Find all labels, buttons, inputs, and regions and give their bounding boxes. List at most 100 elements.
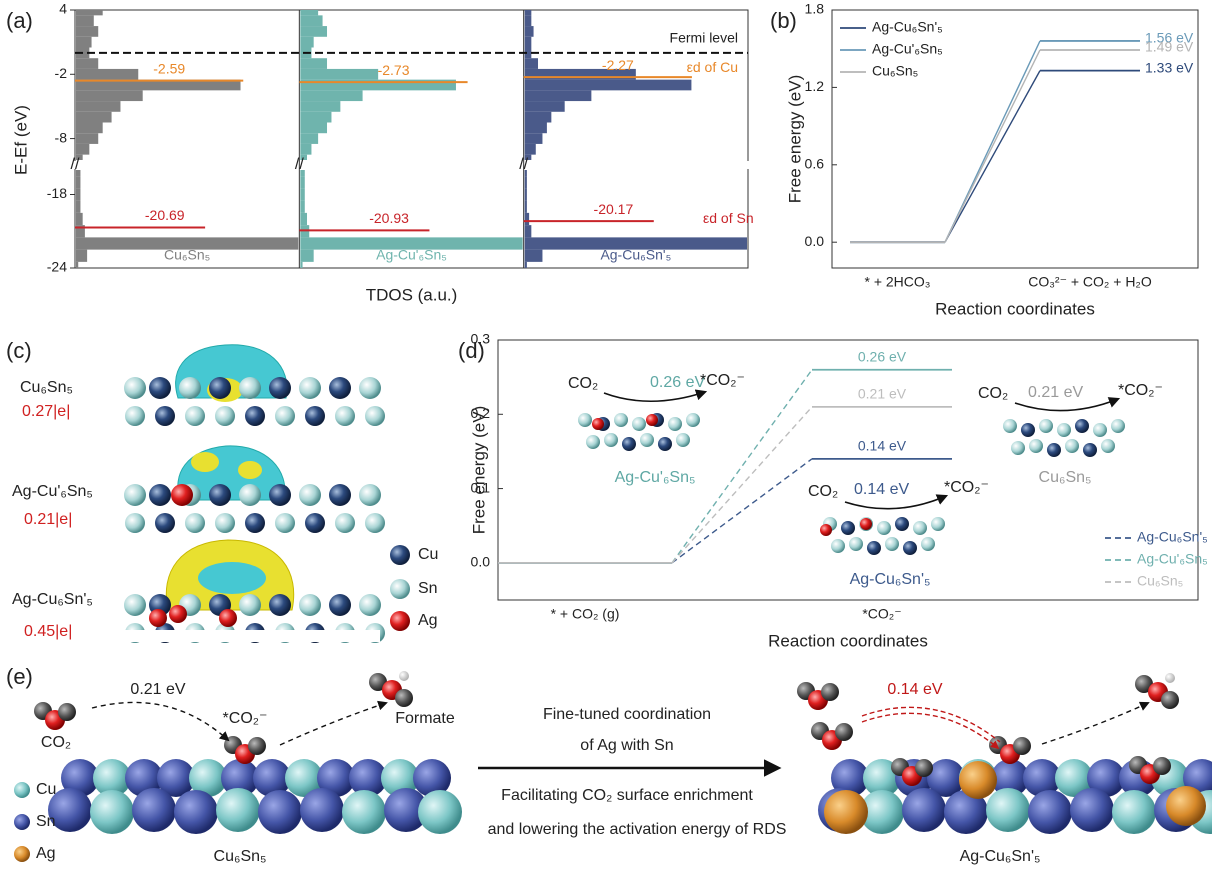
charge: 0.45|e| (24, 623, 72, 640)
inset-energy: 0.14 eV (854, 481, 909, 498)
panel-label: (b) (770, 8, 797, 33)
transition (944, 70, 1041, 243)
dos-bar (524, 122, 547, 134)
transition (944, 49, 1041, 243)
atom-cluster (823, 517, 945, 555)
y-tick-label: 1.8 (805, 1, 825, 17)
dos-bar (524, 212, 530, 226)
dos-bar (524, 261, 527, 268)
charge-isosurface (238, 461, 262, 479)
atom (646, 414, 658, 426)
y-tick-label: 0.2 (471, 405, 491, 421)
charge-isosurface (191, 452, 219, 472)
legend-label: Cu (36, 781, 56, 798)
axis-break (69, 161, 754, 169)
y-tick-label: -18 (47, 185, 67, 201)
dos-bar (76, 261, 79, 268)
panel-label: (c) (6, 338, 32, 363)
cu-d-center-label: -2.59 (153, 60, 185, 76)
dos-bar (76, 176, 81, 189)
x-axis-label: TDOS (a.u.) (366, 285, 458, 304)
legend-swatch (390, 611, 410, 631)
sn-d-center-label: -20.69 (145, 207, 185, 223)
dos-bar (300, 36, 314, 48)
sn-d-center-label: -20.17 (594, 201, 634, 217)
legend-label: Ag-Cu₆Sn'₅ (1137, 529, 1208, 545)
y-tick-label: -24 (47, 259, 67, 275)
atom (219, 609, 237, 627)
dos-bar (300, 90, 363, 102)
cu-d-center-label: -2.27 (602, 57, 634, 73)
legend-label: Ag-Cu'₆Sn₅ (1137, 551, 1208, 567)
series-name: Ag-Cu₆Sn'₅ (600, 247, 671, 263)
y-tick-label: 0.0 (805, 233, 825, 249)
value-label: 1.33 eV (1145, 59, 1194, 75)
transition (671, 369, 813, 564)
legend-swatch (14, 782, 30, 798)
inset-text: *CO₂⁻ (700, 372, 745, 389)
mask (120, 630, 380, 642)
legend-label: Cu (418, 546, 438, 563)
value-label: 0.26 eV (858, 348, 907, 364)
dos-bar (524, 15, 532, 27)
plot-frame (497, 339, 1199, 601)
dos-bar (76, 212, 83, 226)
process-text: Fine-tuned coordination (543, 706, 711, 723)
atom-slab (124, 377, 385, 426)
dos-bar (300, 200, 305, 213)
inset-arrow (844, 494, 949, 510)
series-name: Cu₆Sn₅ (164, 247, 210, 263)
atom (860, 518, 872, 530)
value-label: 1.49 eV (1145, 39, 1194, 55)
dos-bar (76, 237, 299, 250)
legend-swatch (390, 545, 410, 565)
x-axis-label: Reaction coordinates (935, 299, 1095, 318)
dos-bar (524, 26, 534, 37)
dos-bar (300, 212, 308, 226)
cu-d-center-label: -2.73 (378, 62, 410, 78)
inset-caption: Ag-Cu₆Sn'₅ (850, 571, 931, 588)
reaction-arrow (1041, 701, 1150, 745)
dos-bar (300, 143, 312, 155)
x-tick-label: *CO₂⁻ (862, 606, 901, 622)
structure-name: Ag-Cu₆Sn'₅ (960, 848, 1041, 865)
process-text: and lowering the activation energy of RD… (488, 821, 787, 838)
atom (149, 609, 167, 627)
reaction-arrow (91, 701, 230, 742)
molecule (34, 702, 76, 730)
panel-label: (e) (6, 664, 33, 689)
dos-bar (524, 47, 532, 59)
legend-label: Ag (418, 612, 438, 629)
dos-bar (76, 249, 88, 262)
x-tick-label: CO₃²⁻ + CO₂ + H₂O (1028, 274, 1152, 290)
dos-bar (300, 101, 341, 112)
dos-bar (524, 154, 532, 160)
legend-swatch (14, 814, 30, 830)
dos-bar (300, 188, 305, 201)
barrier-label: 0.21 eV (130, 681, 185, 698)
transition (671, 458, 813, 564)
structure-name: Cu₆Sn₅ (20, 379, 73, 396)
cu-center-note: εd of Cu (687, 59, 738, 75)
x-tick-label: * + CO₂ (g) (551, 606, 620, 622)
dos-bar (524, 249, 543, 262)
molecule (797, 682, 839, 710)
legend-swatch (390, 579, 410, 599)
y-tick-label: 0.6 (805, 156, 825, 172)
species-label: Formate (395, 710, 455, 727)
dos-bar (524, 10, 532, 16)
inset-arrow (1014, 397, 1121, 412)
process-text: Facilitating CO₂ surface enrichment (501, 787, 753, 804)
value-label: 0.21 eV (858, 386, 907, 402)
dos-bar (300, 176, 305, 189)
dos-bar (524, 111, 552, 123)
atom (824, 790, 868, 834)
dos-bar (524, 225, 532, 238)
dos-bar (76, 36, 92, 48)
dos-bar (76, 101, 121, 112)
dos-bar (524, 58, 539, 69)
surface (48, 759, 462, 834)
y-tick-label: 0.3 (471, 331, 491, 347)
structure-name: Cu₆Sn₅ (214, 848, 267, 865)
